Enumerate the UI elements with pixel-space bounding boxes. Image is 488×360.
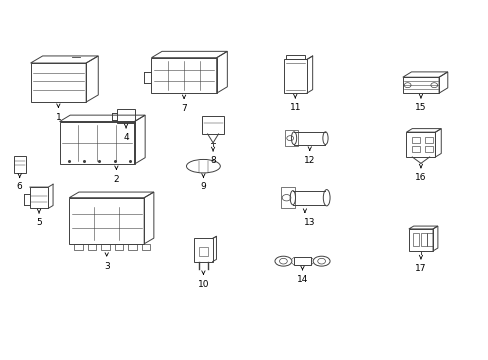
Text: 5: 5: [36, 218, 42, 227]
Text: 9: 9: [200, 183, 206, 192]
Text: 8: 8: [210, 156, 216, 165]
Text: 13: 13: [304, 217, 315, 226]
Text: 11: 11: [289, 103, 301, 112]
Text: 7: 7: [181, 104, 186, 113]
Text: 15: 15: [414, 103, 426, 112]
Text: 17: 17: [414, 264, 426, 273]
Text: 12: 12: [304, 156, 315, 165]
Text: 16: 16: [414, 173, 426, 182]
Text: 10: 10: [197, 280, 209, 289]
Text: 2: 2: [113, 175, 119, 184]
Text: 1: 1: [55, 113, 61, 122]
Text: 4: 4: [123, 133, 129, 142]
Text: 3: 3: [103, 261, 109, 270]
Text: 14: 14: [296, 275, 307, 284]
Text: 6: 6: [17, 183, 22, 192]
